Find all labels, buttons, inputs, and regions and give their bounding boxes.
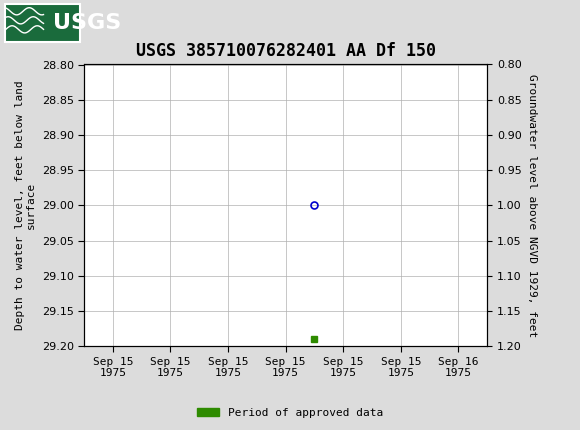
Bar	[5, 3, 80, 42]
Legend: Period of approved data: Period of approved data	[193, 403, 387, 422]
Y-axis label: Groundwater level above NGVD 1929, feet: Groundwater level above NGVD 1929, feet	[527, 74, 537, 337]
Y-axis label: Depth to water level, feet below land
surface: Depth to water level, feet below land su…	[14, 80, 36, 330]
Text: USGS: USGS	[53, 12, 122, 33]
Title: USGS 385710076282401 AA Df 150: USGS 385710076282401 AA Df 150	[136, 42, 436, 60]
